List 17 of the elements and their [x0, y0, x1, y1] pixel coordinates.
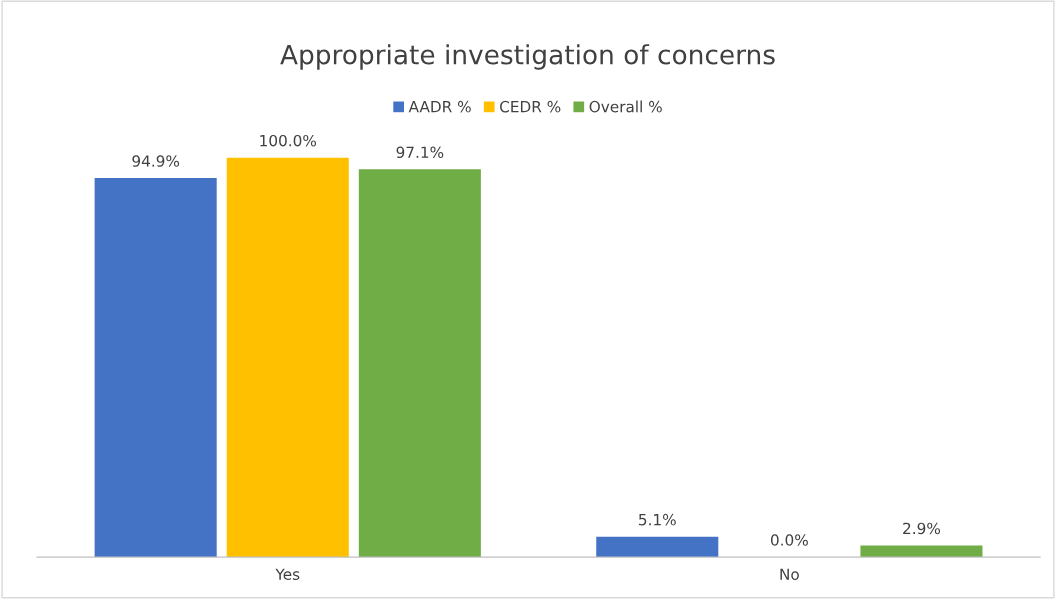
bar	[596, 536, 719, 558]
bar	[226, 157, 349, 558]
x-tick-label: No	[780, 568, 799, 581]
data-label: 100.0%	[260, 134, 317, 147]
data-label: 0.0%	[770, 534, 808, 546]
data-label: 2.9%	[903, 522, 941, 535]
x-tick-label: Yes	[275, 568, 300, 581]
data-label: 94.9%	[132, 155, 180, 167]
legend-label: AADR %	[408, 100, 471, 113]
data-label: 97.1%	[396, 146, 444, 159]
legend-label: Overall %	[589, 100, 662, 113]
bar	[860, 545, 983, 558]
chart-title: Appropriate investigation of concerns	[280, 44, 775, 70]
bar	[94, 178, 217, 558]
bar	[358, 169, 481, 558]
legend-label: CEDR %	[500, 100, 561, 113]
data-label: 5.1%	[639, 513, 676, 526]
